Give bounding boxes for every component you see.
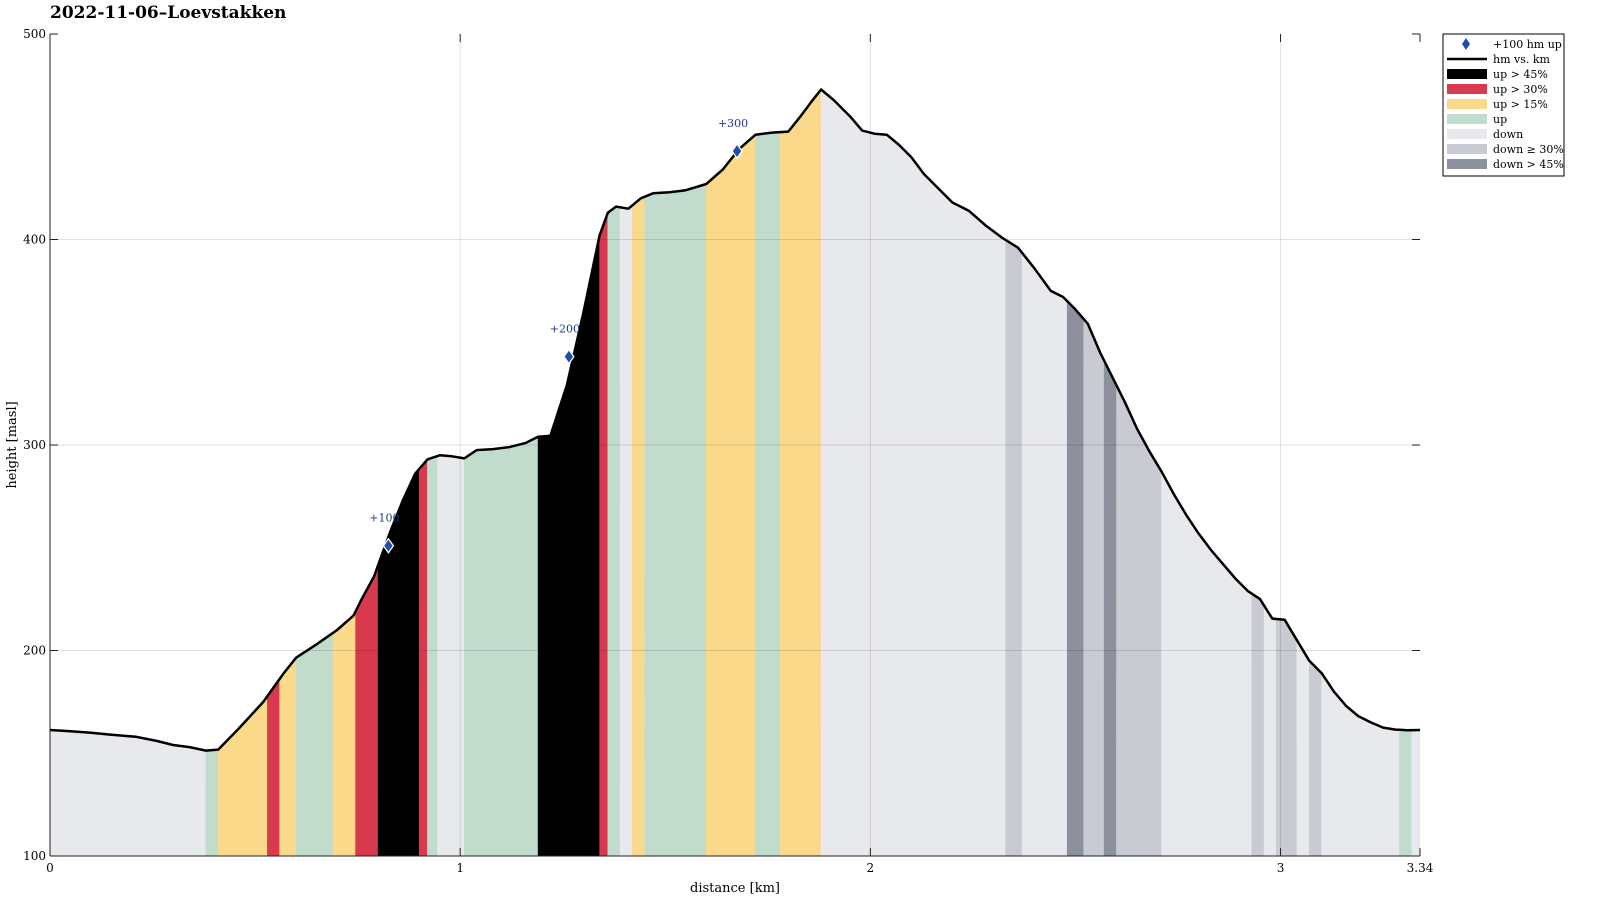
chart-title: 2022-11-06–Loevstakken (50, 3, 286, 23)
y-tick-label: 400 (23, 233, 46, 247)
y-tick-label: 500 (23, 27, 46, 41)
legend-swatch-down (1447, 129, 1487, 139)
legend-label: down > 45% (1493, 158, 1564, 171)
legend-label: up > 30% (1493, 83, 1548, 96)
climb-marker (731, 143, 743, 160)
band-down (619, 204, 633, 857)
x-tick-label: 3 (1277, 861, 1285, 875)
band-up45 (377, 468, 420, 857)
legend-label: down (1493, 128, 1523, 141)
band-down45 (1066, 300, 1085, 857)
y-tick-label: 200 (23, 644, 46, 658)
legend-label: hm vs. km (1493, 53, 1551, 66)
tick-labels: 0 1 2 3 3.34 100 200 300 400 500 (23, 27, 1434, 875)
climb-marker (382, 537, 395, 554)
y-tick-label: 300 (23, 438, 46, 452)
band-up (295, 632, 334, 857)
climb-marker-label: +100 (369, 512, 399, 525)
legend-swatch-up (1447, 114, 1487, 124)
climb-marker-label: +300 (718, 117, 748, 130)
band-up30 (418, 458, 428, 857)
band-down (1021, 252, 1068, 857)
band-up15 (632, 196, 646, 857)
band-up (755, 131, 781, 857)
legend-swatch-marker (1462, 38, 1470, 50)
climb-markers: +100 +200 +300 (369, 117, 748, 554)
band-up (205, 749, 219, 857)
band-up30 (355, 565, 379, 857)
band-up (607, 206, 621, 857)
x-tick-label: 0 (46, 861, 54, 875)
x-tick-label: 2 (867, 861, 875, 875)
band-down30 (1308, 660, 1322, 857)
band-up (463, 436, 539, 857)
band-down30 (1005, 239, 1023, 857)
band-down (1161, 471, 1253, 857)
x-tick-label: 3.34 (1407, 861, 1434, 875)
band-up (1399, 729, 1413, 857)
band-down45 (1103, 360, 1117, 857)
legend-label: +100 hm up (1493, 38, 1562, 51)
legend-label: up (1493, 113, 1507, 126)
profile-line (49, 88, 1421, 752)
band-down30 (1083, 318, 1105, 857)
band-up30 (267, 677, 281, 857)
band-up30 (599, 212, 609, 857)
legend: +100 hm up hm vs. km up > 45% up > 30% up > … (1442, 33, 1565, 177)
band-down (49, 729, 207, 857)
legend-swatch-down45 (1447, 159, 1487, 169)
x-tick-label: 1 (456, 861, 464, 875)
climb-marker-label: +200 (550, 323, 580, 336)
legend-swatch-down30 (1447, 144, 1487, 154)
band-up15 (705, 134, 756, 857)
band-up15 (217, 695, 268, 857)
legend-swatch-up45 (1447, 69, 1487, 79)
band-down (1296, 639, 1310, 857)
band-down (820, 88, 1007, 857)
band-down30 (1251, 593, 1265, 857)
band-down30 (1276, 618, 1298, 857)
legend-swatch-up15 (1447, 99, 1487, 109)
band-up15 (779, 88, 822, 857)
band-down (1263, 604, 1277, 857)
band-up15 (332, 611, 356, 857)
legend-label: down ≥ 30% (1493, 143, 1564, 156)
band-down (1411, 729, 1421, 857)
band-down (1321, 672, 1400, 857)
climb-marker (563, 348, 575, 365)
grid-lines (50, 34, 1420, 856)
y-axis-label: height [masl] (5, 401, 20, 488)
legend-label: up > 45% (1493, 68, 1548, 81)
y-tick-label: 100 (23, 849, 46, 863)
gradient-bands (49, 88, 1421, 857)
legend-swatch-up30 (1447, 84, 1487, 94)
legend-label: up > 15% (1493, 98, 1548, 111)
band-up15 (279, 656, 297, 857)
band-up (427, 455, 438, 857)
x-axis-label: distance [km] (690, 881, 780, 896)
band-up (644, 183, 707, 857)
band-down30 (1116, 385, 1162, 857)
